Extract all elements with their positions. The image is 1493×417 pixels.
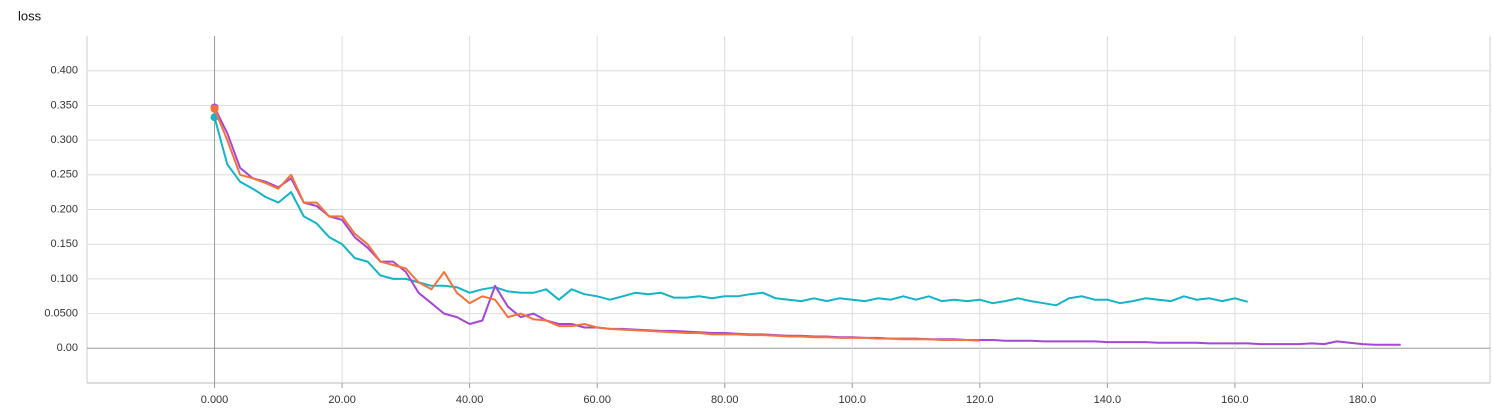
y-tick-label: 0.150 — [50, 238, 78, 250]
x-tick-label: 160.0 — [1221, 394, 1249, 406]
y-tick-label: 0.400 — [50, 65, 78, 77]
y-tick-label: 0.00 — [57, 342, 78, 354]
series-line — [213, 108, 980, 342]
y-tick-label: 0.300 — [50, 134, 78, 146]
y-tick-label: 0.200 — [50, 203, 78, 215]
y-tick-label: 0.350 — [50, 99, 78, 111]
y-tick-label: 0.250 — [50, 169, 78, 181]
x-tick-label: 140.0 — [1094, 394, 1122, 406]
x-tick-label: 0.000 — [201, 394, 229, 406]
x-tick-label: 120.0 — [966, 394, 994, 406]
x-tick-label: 40.00 — [456, 394, 484, 406]
series-line — [213, 116, 1248, 307]
x-tick-label: 20.00 — [328, 394, 356, 406]
y-tick-label: 0.100 — [50, 273, 78, 285]
series-line — [213, 107, 1401, 346]
x-tick-label: 60.00 — [583, 394, 611, 406]
x-tick-label: 80.00 — [711, 394, 739, 406]
y-tick-label: 0.0500 — [44, 308, 78, 320]
x-tick-label: 180.0 — [1349, 394, 1377, 406]
x-tick-label: 100.0 — [839, 394, 867, 406]
start-point — [210, 104, 219, 113]
chart-title: loss — [18, 8, 42, 23]
